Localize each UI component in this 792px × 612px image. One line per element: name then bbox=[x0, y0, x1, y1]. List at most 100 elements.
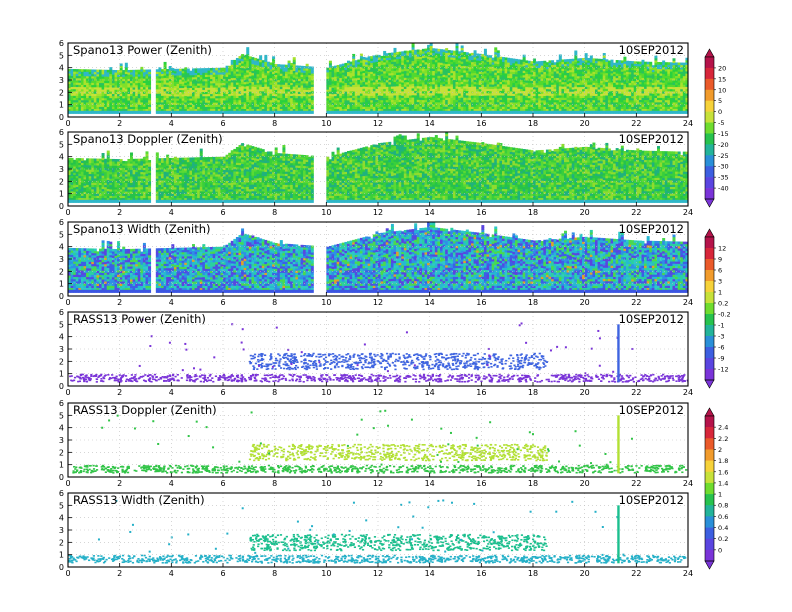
heatmap-cell bbox=[543, 76, 547, 79]
heatmap-cell bbox=[514, 74, 518, 77]
heatmap-cell bbox=[437, 77, 441, 81]
heatmap-cell bbox=[274, 68, 278, 71]
heatmap-cell bbox=[287, 71, 291, 75]
heatmap-cell bbox=[274, 108, 278, 112]
heatmap-cell bbox=[254, 68, 257, 72]
heatmap-cell bbox=[613, 80, 617, 83]
heatmap-cell bbox=[491, 88, 495, 92]
heatmap-cell bbox=[473, 56, 477, 60]
heatmap-cell bbox=[605, 99, 609, 103]
heatmap-cell bbox=[264, 79, 268, 83]
heatmap-cell bbox=[447, 110, 451, 114]
heatmap-cell bbox=[460, 56, 464, 60]
heatmap-cell bbox=[587, 60, 591, 63]
heatmap-cell bbox=[447, 108, 451, 112]
heatmap-cell bbox=[576, 110, 580, 114]
heatmap-cell bbox=[566, 65, 570, 69]
heatmap-cell bbox=[481, 110, 485, 114]
heatmap-cell bbox=[266, 88, 270, 92]
heatmap-cell bbox=[551, 110, 555, 114]
heatmap-cell bbox=[600, 82, 604, 86]
heatmap-cell bbox=[109, 88, 113, 92]
heatmap-cell bbox=[447, 61, 451, 64]
heatmap-cell bbox=[509, 108, 513, 112]
heatmap-cell bbox=[261, 88, 265, 92]
heatmap-cell bbox=[447, 101, 451, 105]
heatmap-cell bbox=[230, 73, 234, 76]
heatmap-cell bbox=[78, 93, 82, 96]
heatmap-cell bbox=[117, 93, 121, 97]
heatmap-cell bbox=[272, 62, 276, 66]
heatmap-cell bbox=[119, 89, 123, 92]
heatmap-cell bbox=[220, 76, 224, 79]
heatmap-cell bbox=[468, 62, 472, 65]
heatmap-cell bbox=[305, 89, 309, 92]
heatmap-cell bbox=[93, 86, 97, 90]
heatmap-cell bbox=[204, 74, 208, 78]
heatmap-cell bbox=[613, 64, 617, 68]
heatmap-cell bbox=[566, 88, 570, 91]
heatmap-cell bbox=[352, 71, 356, 75]
heatmap-cell bbox=[119, 80, 123, 84]
heatmap-cell bbox=[176, 102, 180, 105]
heatmap-cell bbox=[303, 83, 307, 86]
heatmap-cell bbox=[564, 95, 567, 98]
heatmap-cell bbox=[124, 91, 128, 94]
heatmap-cell bbox=[447, 83, 451, 87]
heatmap-cell bbox=[388, 55, 392, 58]
heatmap-cell bbox=[111, 102, 115, 105]
heatmap-cell bbox=[124, 104, 128, 107]
heatmap-cell bbox=[282, 93, 286, 96]
heatmap-cell bbox=[295, 80, 299, 84]
heatmap-cell bbox=[476, 66, 480, 70]
heatmap-cell bbox=[491, 64, 495, 67]
heatmap-cell bbox=[357, 104, 361, 107]
heatmap-cell bbox=[380, 66, 384, 70]
heatmap-cell bbox=[328, 82, 332, 86]
heatmap-cell bbox=[272, 78, 276, 81]
heatmap-cell bbox=[615, 77, 619, 81]
heatmap-cell bbox=[375, 86, 379, 89]
heatmap-cell bbox=[367, 106, 371, 110]
heatmap-cell bbox=[347, 93, 350, 96]
heatmap-cell bbox=[401, 95, 405, 99]
heatmap-cell bbox=[266, 75, 270, 78]
heatmap-cell bbox=[533, 73, 536, 77]
heatmap-cell bbox=[432, 77, 436, 80]
heatmap-cell bbox=[122, 93, 126, 97]
heatmap-cell bbox=[494, 67, 498, 71]
heatmap-cell bbox=[135, 108, 139, 112]
heatmap-cell bbox=[414, 65, 418, 69]
heatmap-cell bbox=[548, 62, 552, 66]
heatmap-cell bbox=[476, 60, 480, 63]
heatmap-cell bbox=[582, 60, 586, 63]
heatmap-cell bbox=[393, 50, 397, 53]
heatmap-cell bbox=[179, 100, 183, 103]
heatmap-cell bbox=[225, 70, 229, 73]
heatmap-cell bbox=[73, 80, 77, 83]
heatmap-cell bbox=[166, 75, 170, 79]
heatmap-cell bbox=[597, 104, 601, 107]
heatmap-cell bbox=[78, 97, 82, 101]
heatmap-cell bbox=[241, 58, 245, 62]
heatmap-cell bbox=[204, 106, 208, 110]
heatmap-cell bbox=[75, 84, 79, 88]
heatmap-cell bbox=[238, 84, 242, 88]
heatmap-cell bbox=[483, 110, 487, 114]
heatmap-cell bbox=[246, 101, 250, 105]
heatmap-cell bbox=[429, 47, 433, 51]
heatmap-cell bbox=[502, 79, 505, 83]
heatmap-cell bbox=[204, 80, 208, 84]
heatmap-cell bbox=[352, 84, 356, 88]
heatmap-cell bbox=[460, 106, 464, 109]
heatmap-cell bbox=[210, 97, 214, 101]
heatmap-cell bbox=[424, 97, 428, 101]
heatmap-cell bbox=[517, 63, 521, 67]
heatmap-cell bbox=[254, 95, 257, 98]
heatmap-cell bbox=[297, 106, 301, 110]
heatmap-cell bbox=[520, 73, 524, 76]
heatmap-cell bbox=[445, 83, 449, 87]
heatmap-cell bbox=[341, 106, 345, 110]
heatmap-cell bbox=[579, 95, 583, 99]
heatmap-cell bbox=[478, 99, 482, 103]
